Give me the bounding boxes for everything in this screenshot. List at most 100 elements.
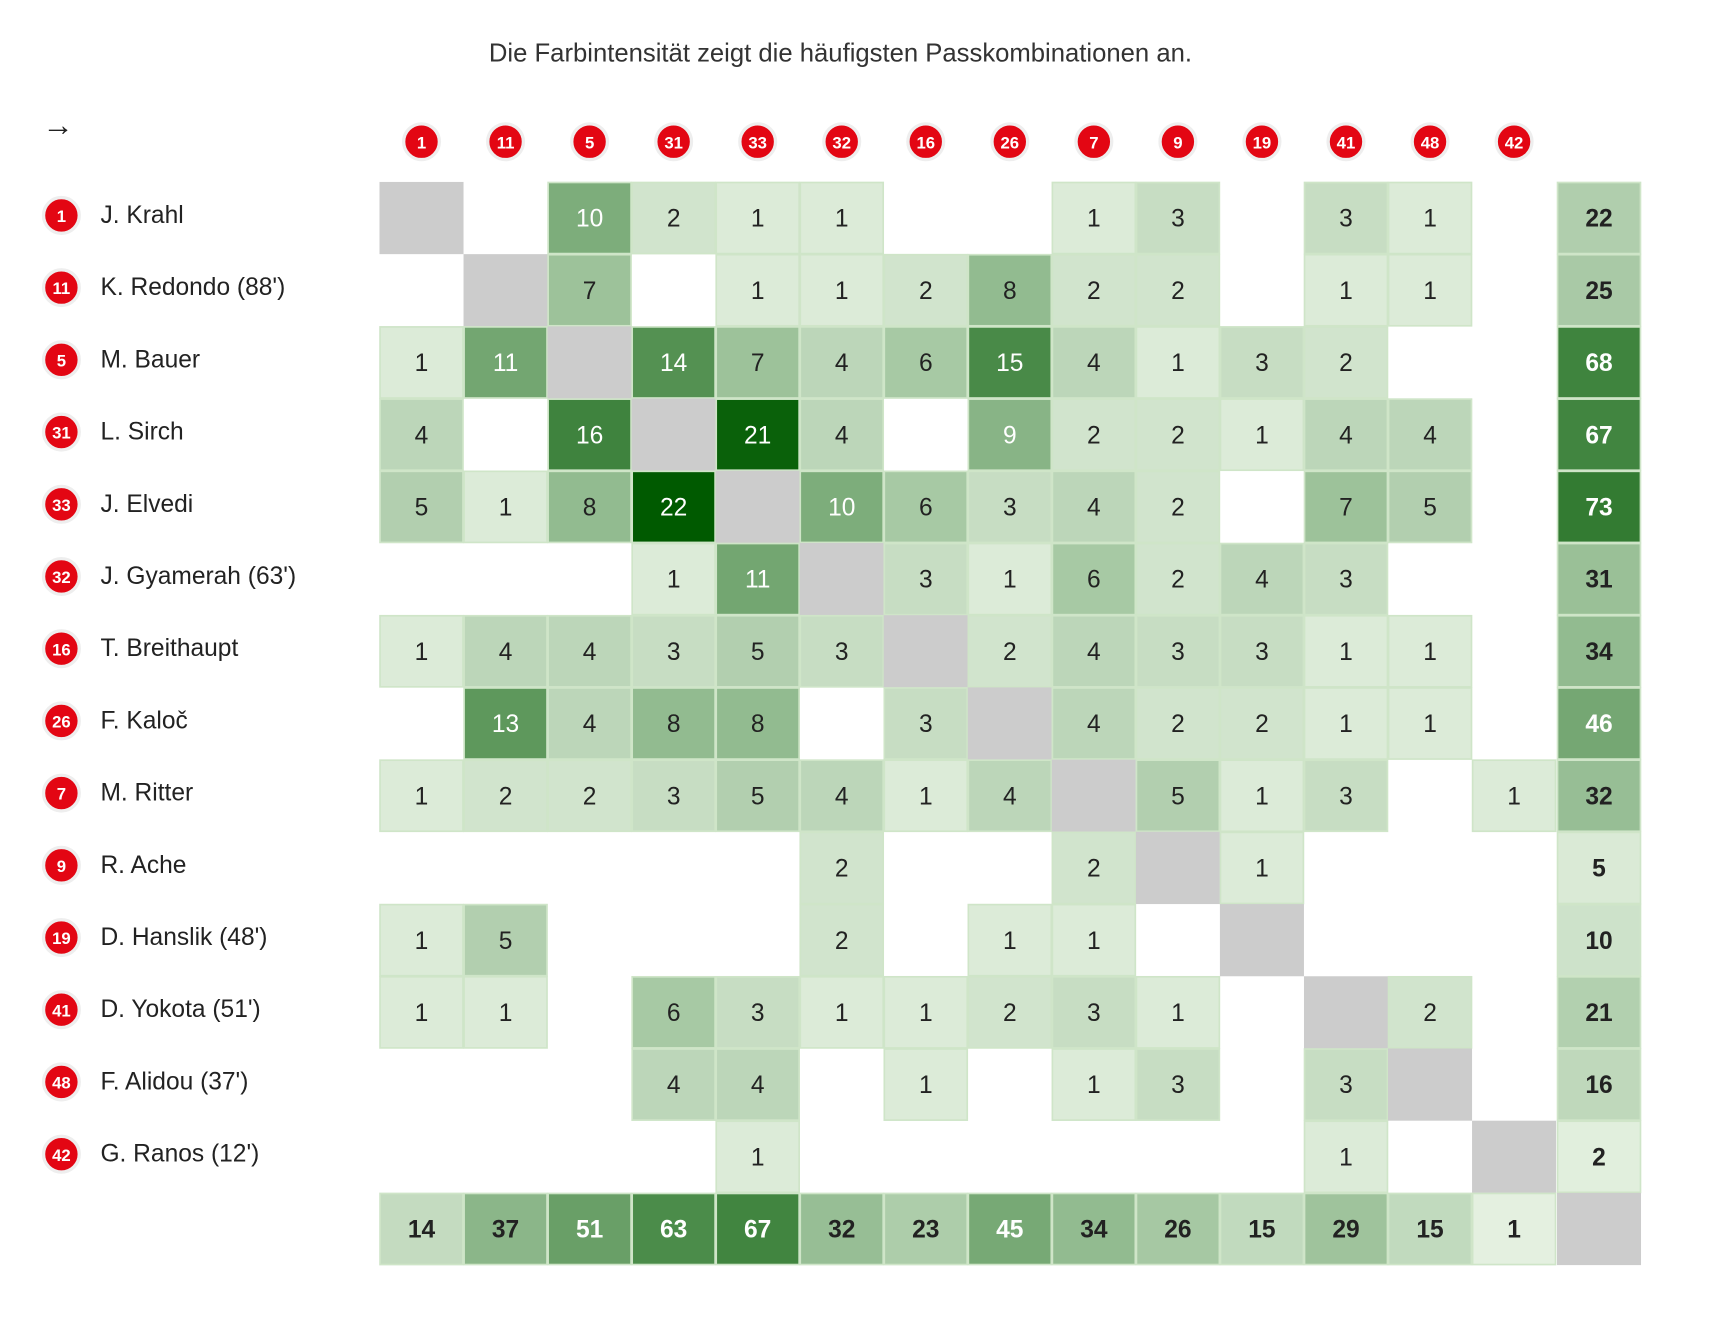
cell <box>1387 975 1473 1049</box>
total-value: 73 <box>1585 494 1612 521</box>
cell <box>1051 326 1137 399</box>
total-value: 16 <box>1585 1072 1612 1099</box>
cell <box>547 687 632 760</box>
total-value: 46 <box>1585 711 1612 738</box>
cell-value: 1 <box>667 567 681 594</box>
diagonal-cell <box>1388 1048 1473 1121</box>
cell-value: 4 <box>835 783 849 810</box>
cell <box>1051 975 1137 1049</box>
cell-value: 2 <box>919 278 933 305</box>
cell-value: 5 <box>499 928 513 955</box>
cell <box>1051 687 1137 760</box>
cell-value: 2 <box>1171 711 1185 738</box>
total-value: 29 <box>1332 1217 1359 1244</box>
cell <box>967 759 1053 833</box>
cell <box>1556 831 1642 905</box>
cell <box>547 181 632 255</box>
cell-value: 1 <box>1339 639 1353 666</box>
player-number: 9 <box>57 857 66 876</box>
total-value: 32 <box>1585 783 1612 810</box>
cell <box>967 542 1053 616</box>
cell <box>1387 470 1473 544</box>
cell <box>631 687 716 760</box>
number-badge <box>1410 122 1450 162</box>
total-value: 21 <box>1585 1000 1612 1027</box>
cell <box>883 1192 969 1266</box>
cell-value: 2 <box>1087 856 1101 883</box>
number-badge <box>41 195 81 235</box>
cell-value: 22 <box>660 494 687 521</box>
cell-value: 3 <box>1171 639 1185 666</box>
diagonal-cell <box>631 398 716 471</box>
total-value: 63 <box>660 1217 687 1244</box>
cell <box>1135 614 1221 688</box>
cell-value: 4 <box>583 639 597 666</box>
diagonal-cell <box>883 615 968 688</box>
number-badge <box>41 412 81 452</box>
cell <box>883 542 969 616</box>
cell <box>883 687 969 760</box>
cell-value: 5 <box>415 494 429 521</box>
cell-value: 7 <box>583 278 597 305</box>
number-badge <box>41 484 81 524</box>
cell <box>1135 398 1221 472</box>
cell <box>547 614 632 688</box>
cell-value: 4 <box>583 711 597 738</box>
player-number: 7 <box>57 785 66 804</box>
cell <box>799 903 885 977</box>
cell-value: 1 <box>499 494 513 521</box>
number-badge <box>990 122 1030 162</box>
player-number: 32 <box>832 133 851 152</box>
cell <box>967 975 1053 1049</box>
player-number: 31 <box>52 424 71 443</box>
cell <box>1051 181 1137 255</box>
cell <box>631 975 716 1049</box>
number-badge <box>41 1134 81 1174</box>
cell <box>1219 326 1305 399</box>
cell-value: 11 <box>745 567 770 594</box>
cell <box>547 1192 632 1266</box>
player-name: J. Elvedi <box>100 491 193 518</box>
cell-value: 3 <box>1003 494 1017 521</box>
cell <box>715 326 800 399</box>
cell <box>799 326 885 399</box>
cell <box>1135 1048 1221 1121</box>
player-number: 48 <box>52 1074 71 1093</box>
cell <box>883 253 969 327</box>
cell-value: 2 <box>1255 711 1269 738</box>
cell-value: 21 <box>744 422 771 449</box>
number-badge <box>1074 122 1114 162</box>
cell <box>631 326 716 399</box>
cell <box>1387 614 1473 688</box>
cell <box>631 470 716 544</box>
player-name: L. Sirch <box>100 419 183 446</box>
total-value: 5 <box>1592 856 1606 883</box>
diagonal-cell <box>379 181 464 255</box>
number-badge <box>738 122 778 162</box>
cell-value: 4 <box>1339 422 1353 449</box>
cell <box>1051 470 1137 544</box>
cell <box>1219 542 1305 616</box>
diagonal-cell <box>463 254 548 327</box>
cell-value: 1 <box>1087 206 1101 233</box>
cell <box>1303 614 1389 688</box>
diagonal-cell <box>715 470 800 543</box>
player-number: 42 <box>1505 133 1524 152</box>
number-badge <box>822 122 862 162</box>
cell-value: 15 <box>996 350 1023 377</box>
cell-value: 2 <box>667 206 681 233</box>
cell <box>799 1192 885 1266</box>
subtitle: Die Farbintensität zeigt die häufigsten … <box>489 40 1192 68</box>
cell <box>1556 975 1642 1049</box>
total-value: 34 <box>1585 639 1613 666</box>
cell-value: 1 <box>1003 567 1017 594</box>
cell <box>1051 903 1137 977</box>
cell-value: 2 <box>1003 639 1017 666</box>
cell <box>715 759 800 833</box>
cell <box>1303 181 1389 255</box>
total-value: 67 <box>1585 422 1612 449</box>
number-badge <box>41 990 81 1030</box>
cell-value: 6 <box>919 494 933 521</box>
cell-value: 8 <box>751 711 765 738</box>
